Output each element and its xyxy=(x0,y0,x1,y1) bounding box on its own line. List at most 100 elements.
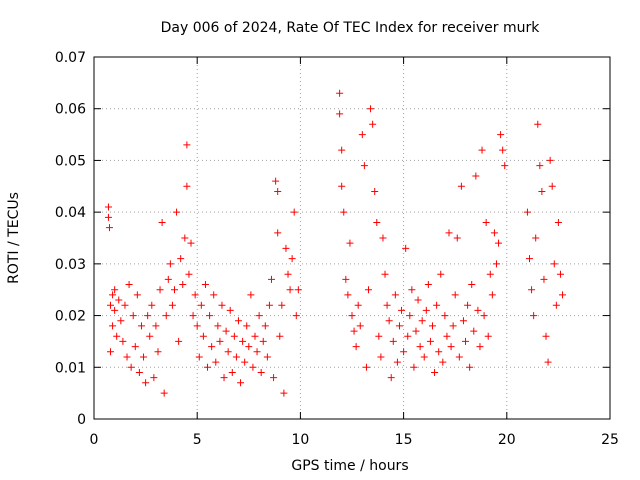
data-point xyxy=(162,312,170,320)
data-point xyxy=(433,301,441,309)
data-point xyxy=(420,353,428,361)
data-point xyxy=(237,379,245,387)
x-tick-labels: 0 5 10 15 20 25 xyxy=(90,432,619,448)
data-point xyxy=(191,291,199,299)
data-point xyxy=(428,322,436,330)
data-point xyxy=(373,218,381,226)
data-point xyxy=(369,120,377,128)
data-point xyxy=(111,286,119,294)
data-point xyxy=(387,374,395,382)
data-point xyxy=(480,312,488,320)
data-point xyxy=(344,291,352,299)
x-tick-label: 10 xyxy=(291,432,309,448)
data-point xyxy=(286,286,294,294)
data-point xyxy=(226,306,234,314)
data-point xyxy=(389,337,397,345)
data-point xyxy=(214,322,222,330)
data-point xyxy=(439,358,447,366)
data-point xyxy=(431,368,439,376)
data-point xyxy=(424,281,432,289)
data-point xyxy=(488,291,496,299)
data-point xyxy=(156,286,164,294)
data-point xyxy=(554,218,562,226)
data-point xyxy=(340,208,348,216)
data-point xyxy=(495,239,503,247)
data-point xyxy=(150,374,158,382)
data-point xyxy=(474,306,482,314)
data-point xyxy=(342,275,350,283)
data-point xyxy=(131,343,139,351)
y-tick-label: 0.02 xyxy=(55,309,86,325)
data-point xyxy=(552,301,560,309)
data-point xyxy=(270,374,278,382)
data-point xyxy=(152,322,160,330)
data-point xyxy=(175,337,183,345)
data-point xyxy=(232,353,240,361)
data-point xyxy=(104,203,112,211)
data-point xyxy=(185,270,193,278)
data-point xyxy=(210,291,218,299)
data-point xyxy=(550,260,558,268)
data-point xyxy=(282,244,290,252)
data-point xyxy=(109,291,117,299)
data-point xyxy=(422,306,430,314)
data-point xyxy=(206,312,214,320)
data-point xyxy=(137,322,145,330)
data-point xyxy=(109,322,117,330)
data-point xyxy=(284,270,292,278)
data-point xyxy=(540,275,548,283)
data-point xyxy=(336,110,344,118)
data-point xyxy=(133,291,141,299)
data-point xyxy=(532,234,540,242)
data-point xyxy=(113,332,121,340)
data-point xyxy=(181,234,189,242)
data-point xyxy=(268,275,276,283)
data-point xyxy=(274,187,282,195)
x-axis-label: GPS time / hours xyxy=(291,458,408,474)
x-tick-label: 20 xyxy=(498,432,516,448)
data-point xyxy=(135,368,143,376)
data-point xyxy=(437,270,445,278)
data-point xyxy=(406,312,414,320)
data-point xyxy=(224,348,232,356)
data-point xyxy=(257,368,265,376)
data-point xyxy=(412,327,420,335)
data-point xyxy=(548,182,556,190)
data-point xyxy=(457,182,465,190)
data-point xyxy=(530,312,538,320)
data-point xyxy=(538,187,546,195)
data-point xyxy=(453,234,461,242)
data-point xyxy=(402,244,410,252)
data-point xyxy=(449,322,457,330)
data-point xyxy=(204,363,212,371)
data-point xyxy=(201,281,209,289)
data-point xyxy=(199,332,207,340)
x-tick-label: 15 xyxy=(395,432,413,448)
data-point xyxy=(230,332,238,340)
data-point xyxy=(259,337,267,345)
data-point xyxy=(140,353,148,361)
data-point xyxy=(482,218,490,226)
data-point xyxy=(146,332,154,340)
grid-lines xyxy=(94,57,610,419)
data-point xyxy=(197,301,205,309)
data-point xyxy=(486,270,494,278)
data-point xyxy=(245,343,253,351)
data-point xyxy=(410,363,418,371)
data-point xyxy=(189,312,197,320)
data-point xyxy=(119,337,127,345)
data-point xyxy=(455,353,463,361)
data-point xyxy=(381,270,389,278)
data-point xyxy=(451,291,459,299)
data-point xyxy=(348,312,356,320)
data-point xyxy=(179,281,187,289)
data-point xyxy=(239,337,247,345)
data-point xyxy=(447,343,455,351)
data-point xyxy=(350,327,358,335)
data-point xyxy=(443,332,451,340)
data-point xyxy=(144,312,152,320)
data-point xyxy=(356,322,364,330)
y-tick-label: 0 xyxy=(77,412,86,428)
data-point xyxy=(247,291,255,299)
data-point xyxy=(391,291,399,299)
